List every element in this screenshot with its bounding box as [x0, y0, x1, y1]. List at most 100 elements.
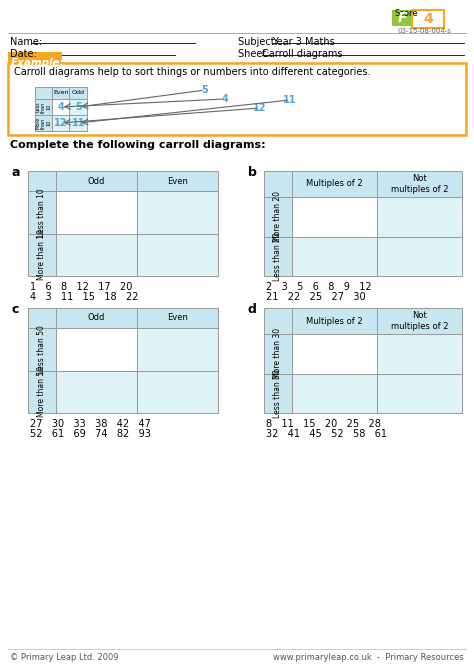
Bar	[377, 308, 462, 334]
Text: 52   61   69   74   82   93: 52 61 69 74 82 93	[30, 429, 151, 439]
Text: More
than
10: More than 10	[35, 117, 52, 129]
Bar	[35, 99, 52, 115]
Bar	[52, 115, 70, 131]
Text: c: c	[12, 303, 19, 316]
Bar	[264, 236, 292, 276]
Text: Less
than
10: Less than 10	[35, 101, 52, 113]
Text: Odd: Odd	[72, 91, 85, 95]
Text: More than 20: More than 20	[273, 191, 283, 242]
Text: Complete the following carroll diagrams:: Complete the following carroll diagrams:	[10, 140, 265, 150]
Bar	[70, 115, 87, 131]
Text: 5: 5	[201, 85, 209, 95]
Text: Not
multiples of 2: Not multiples of 2	[391, 174, 448, 194]
Text: Even: Even	[167, 313, 188, 323]
Text: 12: 12	[253, 103, 267, 113]
Text: a: a	[12, 166, 20, 179]
Text: b: b	[248, 166, 257, 179]
Bar	[377, 236, 462, 276]
Text: Carroll diagrams: Carroll diagrams	[262, 49, 343, 59]
Text: Example:: Example:	[11, 58, 64, 68]
Text: Even: Even	[53, 91, 69, 95]
Text: 4: 4	[222, 94, 228, 104]
Text: More than 30: More than 30	[273, 328, 283, 379]
Bar	[137, 191, 218, 234]
Bar	[264, 334, 292, 374]
Text: 4   3   11   15   18   22: 4 3 11 15 18 22	[30, 292, 138, 302]
Bar	[56, 370, 137, 413]
Bar	[392, 10, 412, 26]
Text: 21   22   25   27   30: 21 22 25 27 30	[266, 292, 365, 302]
Text: www.primaryleap.co.uk  -  Primary Resources: www.primaryleap.co.uk - Primary Resource…	[273, 653, 464, 662]
Bar	[264, 374, 292, 413]
Bar	[264, 197, 292, 236]
Bar	[28, 171, 56, 191]
Bar	[28, 191, 56, 234]
Bar	[137, 171, 218, 191]
Bar	[56, 308, 137, 328]
Text: Multiples of 2: Multiples of 2	[306, 317, 363, 325]
Bar	[412, 10, 444, 28]
Bar	[28, 234, 56, 276]
Text: 8   11   15   20   25   28: 8 11 15 20 25 28	[266, 419, 381, 429]
Text: Less than 30: Less than 30	[273, 369, 283, 417]
Text: More than 10: More than 10	[37, 229, 46, 280]
Text: Not
multiples of 2: Not multiples of 2	[391, 311, 448, 331]
Text: Year 3 Maths: Year 3 Maths	[272, 37, 335, 47]
Bar	[56, 328, 137, 370]
Bar	[292, 236, 377, 276]
Text: Multiples of 2: Multiples of 2	[306, 180, 363, 189]
Text: Less than 20: Less than 20	[273, 232, 283, 280]
Text: 11: 11	[72, 118, 85, 128]
Text: 4: 4	[57, 102, 64, 112]
Bar	[292, 197, 377, 236]
Bar	[292, 334, 377, 374]
Text: Name:: Name:	[10, 37, 42, 47]
Bar	[56, 171, 137, 191]
Bar	[8, 63, 466, 135]
Text: 1   6   8   12   17   20: 1 6 8 12 17 20	[30, 282, 132, 292]
Text: Less than 50: Less than 50	[37, 325, 46, 374]
Bar	[377, 171, 462, 197]
Bar	[56, 234, 137, 276]
Bar	[137, 234, 218, 276]
Text: 4: 4	[423, 12, 433, 26]
Text: 12: 12	[54, 118, 67, 128]
Bar	[52, 87, 70, 99]
Text: Sheet:: Sheet:	[238, 49, 273, 59]
Bar	[377, 334, 462, 374]
Bar	[35, 115, 52, 131]
Text: d: d	[248, 303, 257, 316]
Text: F: F	[397, 11, 407, 25]
Bar	[52, 99, 70, 115]
Text: 03-15-08-004-s: 03-15-08-004-s	[398, 28, 452, 34]
Text: Subject:: Subject:	[238, 37, 281, 47]
Bar	[264, 308, 292, 334]
Bar	[28, 370, 56, 413]
Bar	[377, 197, 462, 236]
Bar	[8, 52, 62, 65]
Bar	[28, 308, 56, 328]
Bar	[56, 191, 137, 234]
Text: 27   30   33   38   42   47: 27 30 33 38 42 47	[30, 419, 151, 429]
Text: Less than 10: Less than 10	[37, 188, 46, 237]
Text: 11: 11	[283, 95, 297, 105]
Bar	[137, 370, 218, 413]
Bar	[70, 99, 87, 115]
Text: Odd: Odd	[88, 176, 105, 185]
Bar	[137, 328, 218, 370]
Bar	[292, 171, 377, 197]
Bar	[264, 171, 292, 197]
Bar	[137, 308, 218, 328]
Bar	[292, 374, 377, 413]
Text: Carroll diagrams help to sort things or numbers into different categories.: Carroll diagrams help to sort things or …	[14, 67, 371, 77]
Text: © Primary Leap Ltd. 2009: © Primary Leap Ltd. 2009	[10, 653, 118, 662]
Text: Score: Score	[395, 9, 419, 18]
Bar	[377, 374, 462, 413]
Bar	[28, 328, 56, 370]
Bar	[35, 87, 52, 99]
Text: Odd: Odd	[88, 313, 105, 323]
Text: 2   3   5   6   8   9   12: 2 3 5 6 8 9 12	[266, 282, 372, 292]
Text: 32   41   45   52   58   61: 32 41 45 52 58 61	[266, 429, 387, 439]
Text: Date:: Date:	[10, 49, 37, 59]
Text: 5: 5	[75, 102, 82, 112]
